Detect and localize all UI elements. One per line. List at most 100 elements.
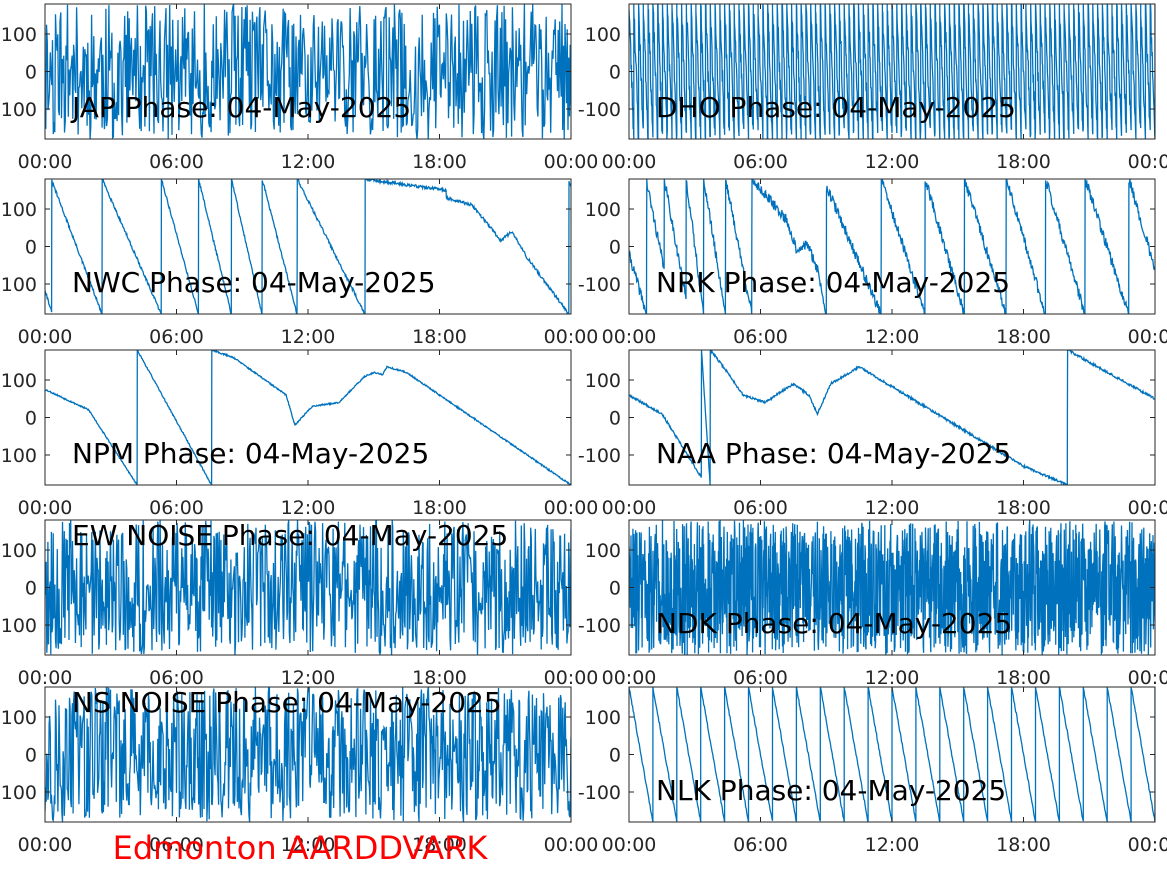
x-tick-label: 00:00 [18, 326, 73, 348]
y-tick-label: 100 [1, 707, 37, 729]
panel-title: DHO Phase: 04-May-2025 [656, 91, 1016, 124]
y-tick-label: 100 [585, 199, 621, 221]
y-tick-label: 0 [609, 408, 621, 430]
series-line-1 [629, 179, 1155, 314]
x-tick-label: 18:00 [996, 497, 1051, 519]
y-tick-label: 0 [25, 578, 37, 600]
y-tick-label: 0 [25, 237, 37, 259]
series-line-1 [629, 4, 1155, 139]
x-tick-label: 06:00 [733, 497, 788, 519]
x-tick-label: 00:00 [602, 497, 657, 519]
x-tick-label: 06:00 [733, 834, 788, 856]
x-tick-label: 00:00 [18, 834, 73, 856]
y-tick-label: 0 [609, 62, 621, 84]
y-tick-label: 100 [585, 24, 621, 46]
y-tick-label: 100 [585, 370, 621, 392]
x-tick-label: 00:00 [1128, 667, 1167, 689]
y-tick-label: 100 [1, 370, 37, 392]
panel-title: NPM Phase: 04-May-2025 [72, 437, 429, 470]
x-tick-label: 18:00 [996, 326, 1051, 348]
x-tick-label: 00:00 [544, 497, 599, 519]
x-tick-label: 00:00 [544, 667, 599, 689]
series-line-1 [629, 350, 1155, 485]
plot-area [629, 179, 1155, 314]
y-tick-label: 0 [25, 745, 37, 767]
y-tick-label: 100 [1, 199, 37, 221]
y-tick-label: 100 [1, 24, 37, 46]
panel-9: -100 0 100 00:00 06:00 12:00 18:00 00:00 NS NOIS… [0, 686, 598, 856]
x-tick-label: 12:00 [865, 326, 920, 348]
panel-6: -100 0 100 00:00 06:00 12:00 18:00 00:00 NAA Pha… [578, 349, 1167, 519]
panel-title: NDK Phase: 04-May-2025 [656, 607, 1012, 640]
series-line-1 [45, 179, 571, 314]
panel-10: -100 0 100 00:00 06:00 12:00 18:00 00:00 NLK Pha… [578, 686, 1167, 856]
y-tick-label: 0 [609, 745, 621, 767]
x-tick-label: 00:00 [18, 497, 73, 519]
panel-2: -100 0 100 00:00 06:00 12:00 18:00 00:00 DHO Pha… [578, 3, 1167, 173]
series-line-1 [45, 350, 571, 485]
x-tick-label: 00:00 [602, 326, 657, 348]
x-tick-label: 12:00 [281, 326, 336, 348]
x-tick-label: 00:00 [1128, 326, 1167, 348]
x-tick-label: 06:00 [149, 497, 204, 519]
x-tick-label: 18:00 [996, 834, 1051, 856]
panel-title: NLK Phase: 04-May-2025 [656, 774, 1006, 807]
y-tick-label: -100 [0, 615, 37, 637]
x-tick-label: 06:00 [733, 326, 788, 348]
panel-title: NS NOISE Phase: 04-May-2025 [72, 686, 502, 719]
y-tick-label: 0 [609, 578, 621, 600]
panel-5: -100 0 100 00:00 06:00 12:00 18:00 00:00 NPM Pha… [0, 349, 599, 519]
x-tick-label: 12:00 [865, 667, 920, 689]
y-tick-label: 0 [25, 62, 37, 84]
x-tick-label: 00:00 [544, 151, 599, 173]
x-tick-label: 00:00 [1128, 834, 1167, 856]
x-tick-label: 06:00 [733, 667, 788, 689]
x-tick-label: 00:00 [602, 667, 657, 689]
x-tick-label: 00:00 [1128, 151, 1167, 173]
y-tick-label: 100 [585, 540, 621, 562]
x-tick-label: 06:00 [149, 834, 204, 856]
y-tick-label: 100 [585, 707, 621, 729]
panel-title: EW NOISE Phase: 04-May-2025 [72, 519, 508, 552]
x-tick-label: 06:00 [149, 151, 204, 173]
x-tick-label: 12:00 [281, 834, 336, 856]
y-tick-label: -100 [578, 782, 621, 804]
x-tick-label: 12:00 [281, 151, 336, 173]
y-tick-label: -100 [578, 99, 621, 121]
panels: -100 0 100 00:00 06:00 12:00 18:00 00:00 JAP Pha… [0, 3, 1167, 856]
y-tick-label: 100 [1, 540, 37, 562]
x-tick-label: 06:00 [149, 667, 204, 689]
x-tick-label: 06:00 [733, 151, 788, 173]
plot-area [45, 350, 571, 485]
x-tick-label: 18:00 [996, 667, 1051, 689]
y-tick-label: -100 [578, 274, 621, 296]
x-tick-label: 00:00 [18, 667, 73, 689]
x-tick-label: 06:00 [149, 326, 204, 348]
panel-3: -100 0 100 00:00 06:00 12:00 18:00 00:00 NWC Pha… [0, 178, 599, 348]
series-line-1 [629, 687, 1155, 822]
panel-title: NRK Phase: 04-May-2025 [656, 266, 1010, 299]
y-tick-label: -100 [0, 445, 37, 467]
x-tick-label: 12:00 [865, 834, 920, 856]
series-line-1 [45, 520, 571, 655]
panel-7: -100 0 100 00:00 06:00 12:00 18:00 00:00 EW NOIS… [0, 519, 598, 689]
x-tick-label: 00:00 [602, 834, 657, 856]
x-tick-label: 12:00 [865, 151, 920, 173]
x-tick-label: 18:00 [412, 326, 467, 348]
panel-4: -100 0 100 00:00 06:00 12:00 18:00 00:00 NRK Pha… [578, 178, 1167, 348]
panel-8: -100 0 100 00:00 06:00 12:00 18:00 00:00 NDK Pha… [578, 519, 1167, 689]
x-tick-label: 18:00 [412, 667, 467, 689]
x-tick-label: 18:00 [412, 834, 467, 856]
y-tick-label: -100 [578, 615, 621, 637]
panel-title: NWC Phase: 04-May-2025 [72, 266, 436, 299]
x-tick-label: 18:00 [996, 151, 1051, 173]
y-tick-label: 0 [25, 408, 37, 430]
x-tick-label: 00:00 [544, 326, 599, 348]
panel-1: -100 0 100 00:00 06:00 12:00 18:00 00:00 JAP Pha… [0, 3, 599, 173]
y-tick-label: -100 [0, 274, 37, 296]
x-tick-label: 00:00 [544, 834, 599, 856]
x-tick-label: 12:00 [281, 667, 336, 689]
panel-title: NAA Phase: 04-May-2025 [656, 437, 1011, 470]
y-tick-label: -100 [0, 782, 37, 804]
